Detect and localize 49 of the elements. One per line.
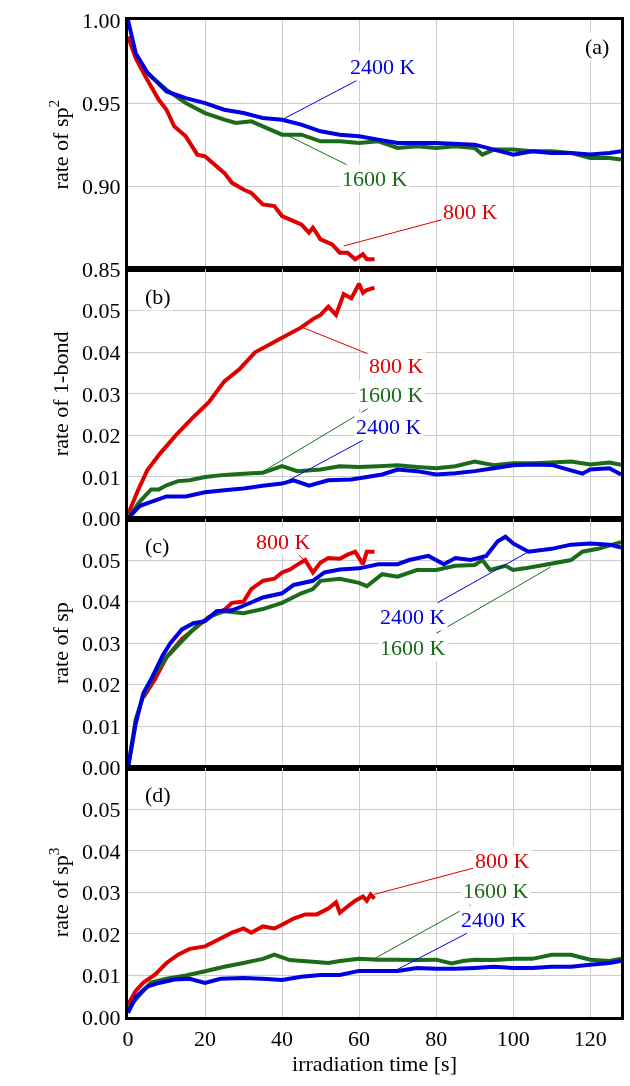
- annotation: 2400 K: [380, 604, 446, 629]
- y-tick-label: 1.00: [82, 7, 121, 33]
- y-tick-label: 0.95: [82, 90, 121, 116]
- annotation: 800 K: [369, 353, 424, 378]
- annotation: 1600 K: [342, 166, 408, 191]
- y-tick-label: 0.05: [82, 298, 121, 324]
- y-tick-label: 0.03: [82, 381, 121, 407]
- y-tick-label: 0.03: [82, 630, 121, 656]
- x-tick-label: 120: [573, 1026, 607, 1052]
- y-axis-title: rate of 1-bond: [47, 331, 73, 457]
- annotation: 1600 K: [358, 382, 424, 407]
- annotation: (b): [145, 284, 171, 309]
- y-tick-label: 0.04: [82, 589, 121, 615]
- x-axis-title: irradiation time [s]: [292, 1051, 457, 1077]
- y-tick-label: 0.04: [82, 340, 121, 366]
- y-tick-label: 0.00: [82, 755, 121, 781]
- y-tick-label: 0.05: [82, 796, 121, 822]
- y-tick-label: 0.04: [82, 838, 121, 864]
- y-tick-label: 0.01: [82, 963, 121, 989]
- annotation: (d): [145, 782, 171, 807]
- x-tick-label: 40: [271, 1026, 294, 1052]
- y-tick-label: 0.85: [82, 256, 121, 282]
- annotation: (c): [145, 533, 170, 558]
- x-tick-label: 0: [122, 1026, 134, 1052]
- y-tick-label: 0.01: [82, 713, 121, 739]
- y-tick-label: 0.02: [82, 921, 121, 947]
- annotation: 800 K: [256, 529, 311, 554]
- annotation: 1600 K: [380, 635, 446, 660]
- annotation: 2400 K: [461, 907, 527, 932]
- y-tick-label: 0.90: [82, 173, 121, 199]
- line-series: [128, 20, 621, 157]
- y-tick-label: 0.00: [82, 1004, 121, 1030]
- x-tick-label: 20: [194, 1026, 217, 1052]
- x-tick-label: 100: [496, 1026, 530, 1052]
- y-tick-label: 0.03: [82, 880, 121, 906]
- annotation: (a): [585, 34, 610, 59]
- annotation: 1600 K: [463, 878, 529, 903]
- y-tick-label: 0.01: [82, 464, 121, 490]
- x-tick-label: 60: [348, 1026, 371, 1052]
- y-tick-label: 0.02: [82, 423, 121, 449]
- x-tick-label: 80: [425, 1026, 448, 1052]
- annotation: 2400 K: [350, 54, 416, 79]
- annotation: 800 K: [475, 848, 530, 873]
- annotation: 2400 K: [356, 414, 422, 439]
- y-tick-label: 0.02: [82, 672, 121, 698]
- y-tick-label: 0.00: [82, 506, 121, 532]
- y-axis-title: rate of sp: [47, 602, 73, 685]
- annotation: 800 K: [443, 199, 498, 224]
- y-tick-label: 0.05: [82, 547, 121, 573]
